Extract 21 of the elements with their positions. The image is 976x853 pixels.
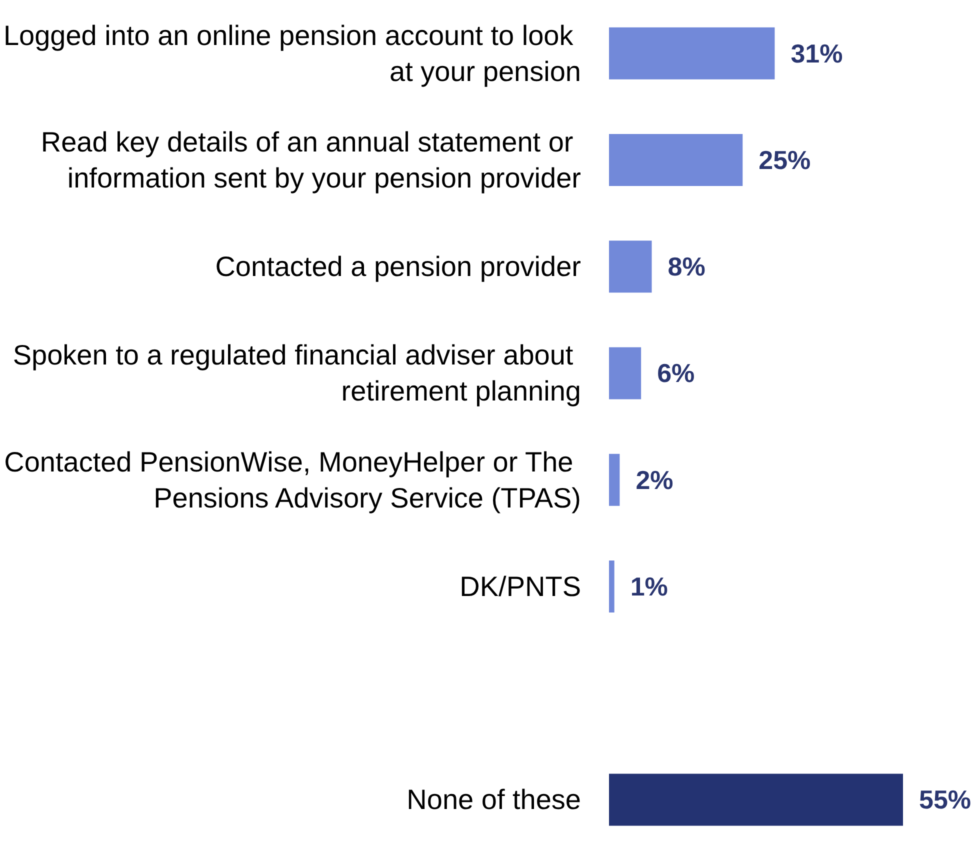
data-label: 2%	[636, 464, 674, 495]
data-label: 55%	[919, 784, 972, 815]
bar	[609, 454, 620, 506]
bar	[609, 134, 743, 186]
y-tick-label: Contacted a pension provider	[215, 251, 581, 282]
bar	[609, 240, 652, 293]
data-label: 31%	[790, 38, 843, 68]
data-label: 6%	[657, 358, 695, 388]
bar	[609, 774, 903, 826]
y-tick-label: Contacted PensionWise, MoneyHelper or The Pensions Advisory Service (TPAS)	[4, 446, 581, 514]
bar	[609, 560, 614, 612]
data-label: 1%	[630, 571, 668, 602]
y-tick-label: Logged into an online pension account to look at your pension	[3, 20, 581, 87]
data-label: 25%	[758, 144, 811, 175]
y-tick-label: DK/PNTS	[460, 570, 581, 602]
data-label: 8%	[668, 252, 706, 282]
bar	[609, 27, 775, 80]
y-tick-label: Spoken to a regulated financial adviser about retirement planning	[12, 340, 581, 407]
y-tick-label: Read key details of an annual statement or information sent by your pension provider	[40, 126, 581, 194]
y-tick-label: None of these	[406, 784, 581, 816]
bar	[609, 347, 642, 400]
